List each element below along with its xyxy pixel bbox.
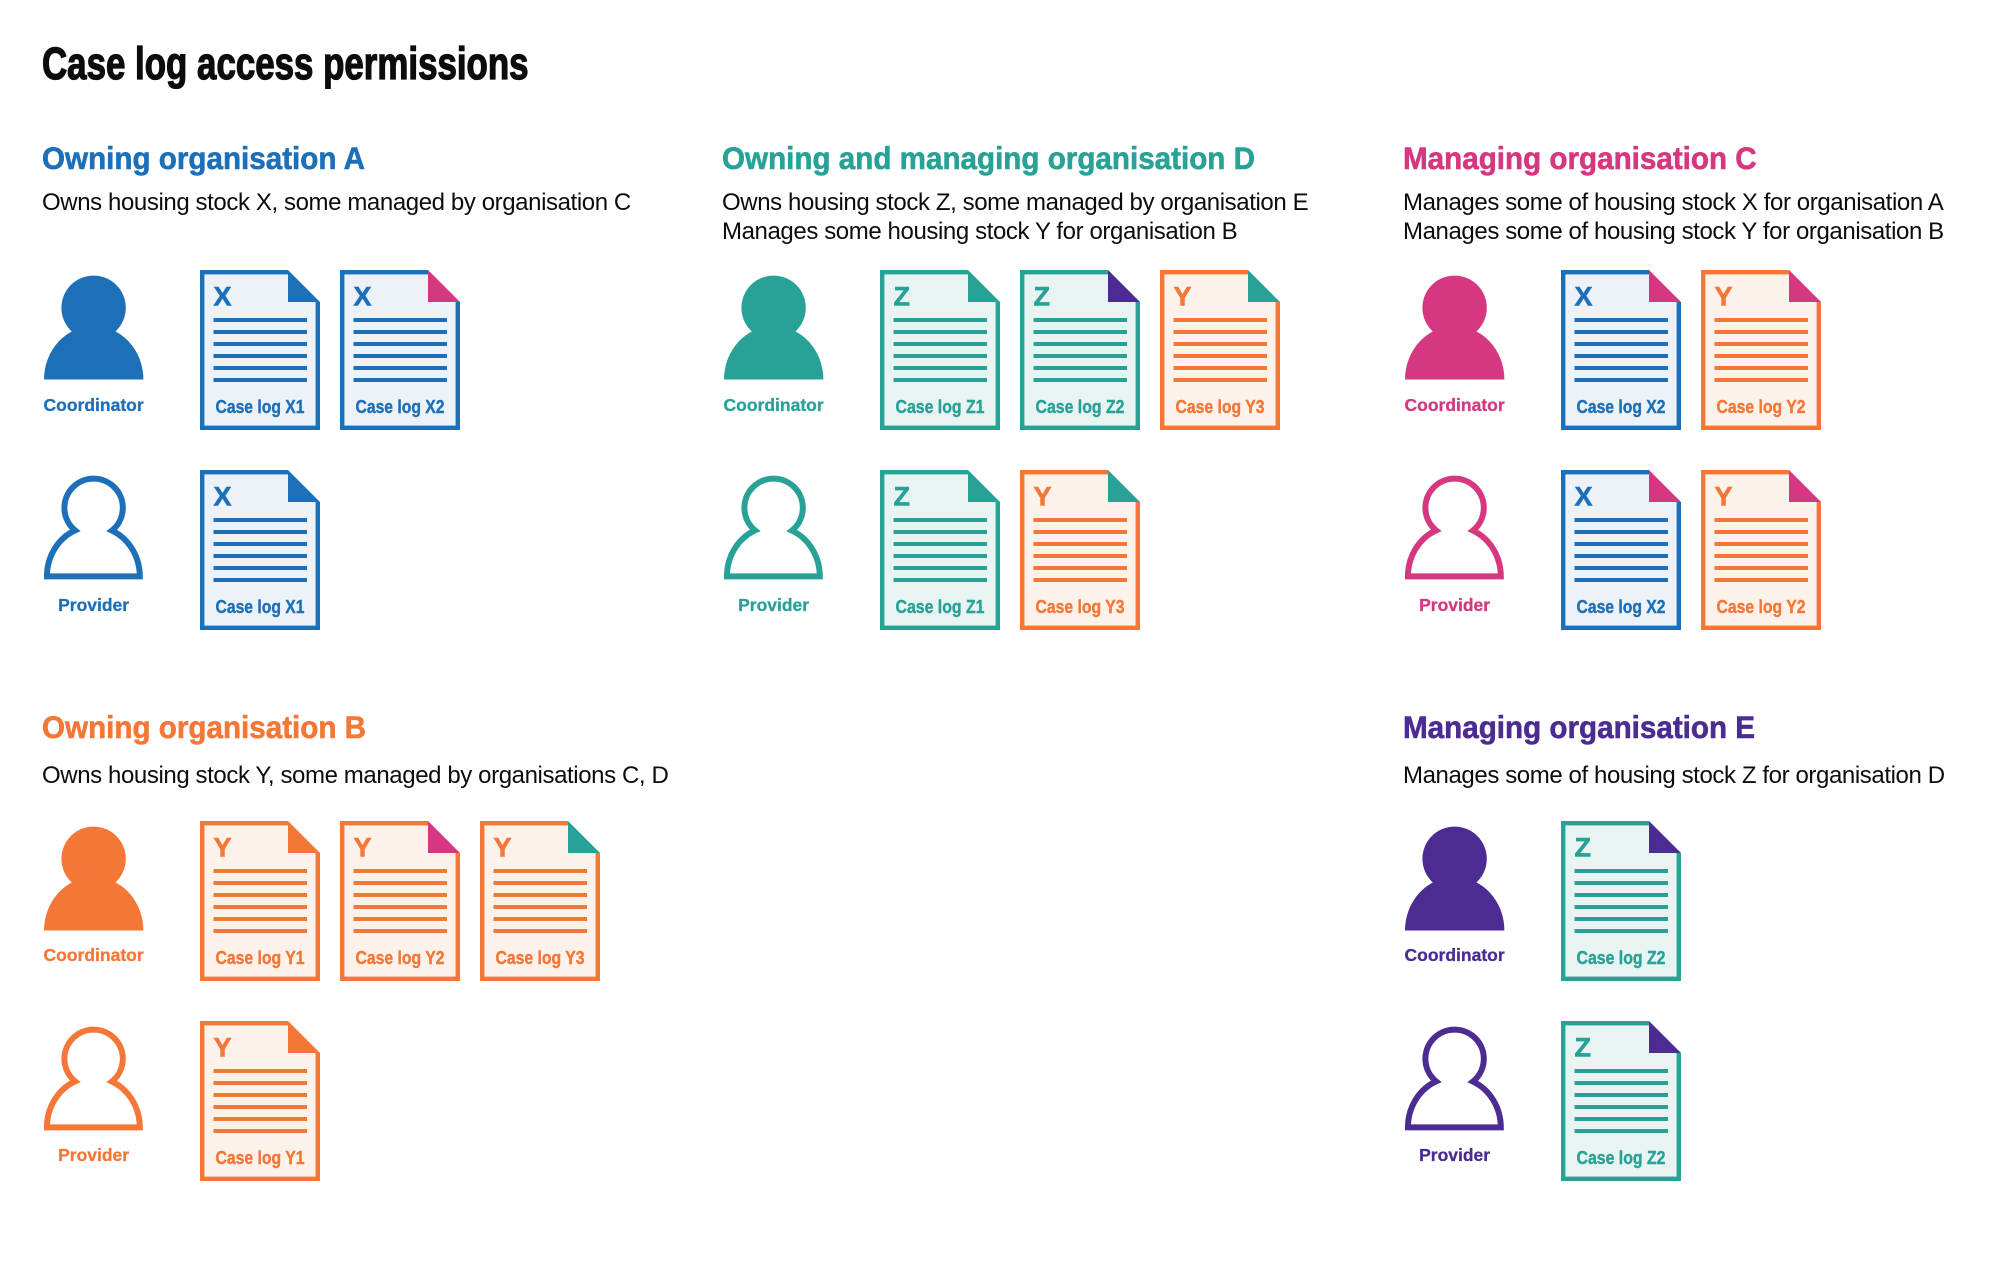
svg-text:Case log Y1: Case log Y1 <box>216 946 305 967</box>
svg-text:Case log Z2: Case log Z2 <box>1577 1146 1666 1167</box>
svg-text:Case log Z1: Case log Z1 <box>896 596 985 617</box>
svg-text:Z: Z <box>894 482 911 512</box>
svg-text:Y: Y <box>1715 282 1733 312</box>
svg-text:Case log Y3: Case log Y3 <box>1176 396 1265 417</box>
svg-text:Case log X1: Case log X1 <box>216 396 305 417</box>
svg-text:Case log Z1: Case log Z1 <box>896 396 985 417</box>
svg-text:Y: Y <box>354 832 372 862</box>
svg-text:X: X <box>1575 282 1593 312</box>
svg-text:Case log Y2: Case log Y2 <box>1717 596 1806 617</box>
svg-text:Z: Z <box>894 282 911 312</box>
svg-text:X: X <box>214 482 232 512</box>
svg-text:Case log Y2: Case log Y2 <box>356 946 445 967</box>
svg-text:Case log Y3: Case log Y3 <box>1036 596 1125 617</box>
svg-text:Case log Z2: Case log Z2 <box>1577 946 1666 967</box>
svg-text:X: X <box>354 282 372 312</box>
svg-text:Case log Z2: Case log Z2 <box>1036 396 1125 417</box>
svg-text:Y: Y <box>494 832 512 862</box>
svg-text:Case log Y2: Case log Y2 <box>1717 396 1806 417</box>
svg-text:Case log X2: Case log X2 <box>1577 596 1666 617</box>
svg-text:Y: Y <box>1715 482 1733 512</box>
svg-text:Case log X2: Case log X2 <box>1577 396 1666 417</box>
svg-text:Y: Y <box>1174 282 1192 312</box>
svg-text:Y: Y <box>214 1032 232 1062</box>
svg-text:Case log Y3: Case log Y3 <box>496 946 585 967</box>
svg-text:Case log X2: Case log X2 <box>356 396 445 417</box>
svg-text:Y: Y <box>214 832 232 862</box>
svg-text:X: X <box>1575 482 1593 512</box>
svg-text:Y: Y <box>1034 482 1052 512</box>
svg-text:Z: Z <box>1575 832 1592 862</box>
svg-text:X: X <box>214 282 232 312</box>
svg-text:Z: Z <box>1575 1032 1592 1062</box>
svg-text:Case log Y1: Case log Y1 <box>216 1146 305 1167</box>
svg-text:Z: Z <box>1034 282 1051 312</box>
svg-text:Case log X1: Case log X1 <box>216 596 305 617</box>
